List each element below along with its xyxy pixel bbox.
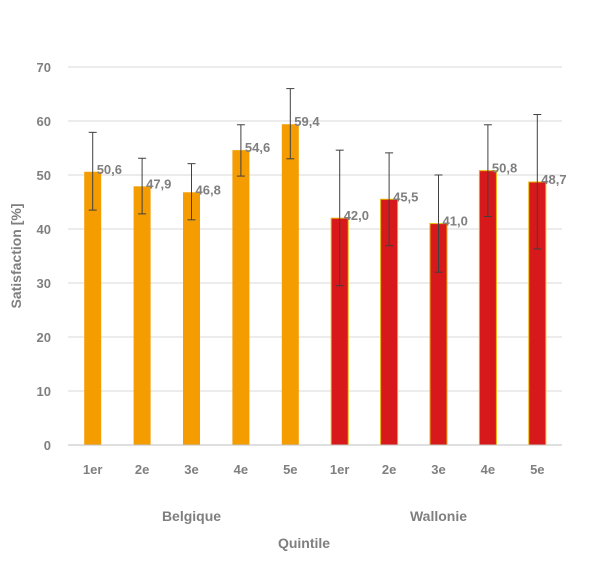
x-axis-title: Quintile (278, 535, 330, 551)
x-tick-label: 4e (481, 462, 495, 477)
data-labels: 50,6 47,9 46,8 54,6 59,4 42,0 45,5 41,0 50,8 48,7 (97, 114, 567, 228)
bar (232, 150, 250, 445)
data-label: 48,7 (541, 172, 566, 187)
data-label: 45,5 (393, 189, 418, 204)
data-label: 47,9 (146, 176, 171, 191)
x-axis-ticks: 1er 2e 3e 4e 5e 1er 2e 3e 4e 5e (83, 462, 545, 477)
bars (84, 124, 547, 446)
x-tick-label: 3e (431, 462, 445, 477)
x-tick-label: 5e (530, 462, 544, 477)
x-tick-label: 1er (83, 462, 103, 477)
data-label: 54,6 (245, 140, 270, 155)
x-tick-label: 2e (135, 462, 149, 477)
y-axis-title: Satisfaction [%] (8, 203, 24, 308)
bar (183, 192, 200, 445)
y-tick-label: 60 (37, 114, 51, 129)
bar (133, 186, 151, 445)
y-tick-label: 10 (37, 384, 51, 399)
y-tick-label: 70 (37, 60, 51, 75)
y-axis-ticks: 0 10 20 30 40 50 60 70 (37, 60, 51, 453)
x-tick-label: 4e (234, 462, 248, 477)
data-label: 41,0 (443, 214, 468, 229)
x-tick-label: 1er (330, 462, 350, 477)
x-tick-label: 2e (382, 462, 396, 477)
bar (281, 124, 299, 446)
y-tick-label: 20 (37, 330, 51, 345)
y-tick-label: 0 (44, 438, 51, 453)
group-label: Wallonie (410, 508, 467, 524)
x-tick-label: 5e (283, 462, 297, 477)
y-tick-label: 40 (37, 222, 51, 237)
y-tick-label: 50 (37, 168, 51, 183)
data-label: 50,6 (97, 162, 122, 177)
data-label: 42,0 (344, 208, 369, 223)
data-label: 50,8 (492, 161, 517, 176)
x-tick-label: 3e (184, 462, 198, 477)
group-labels: Belgique Wallonie (162, 508, 467, 524)
group-label: Belgique (162, 508, 221, 524)
y-tick-label: 30 (37, 276, 51, 291)
data-label: 59,4 (294, 114, 320, 129)
bar (84, 171, 102, 445)
data-label: 46,8 (196, 182, 221, 197)
error-bars (88, 88, 542, 287)
